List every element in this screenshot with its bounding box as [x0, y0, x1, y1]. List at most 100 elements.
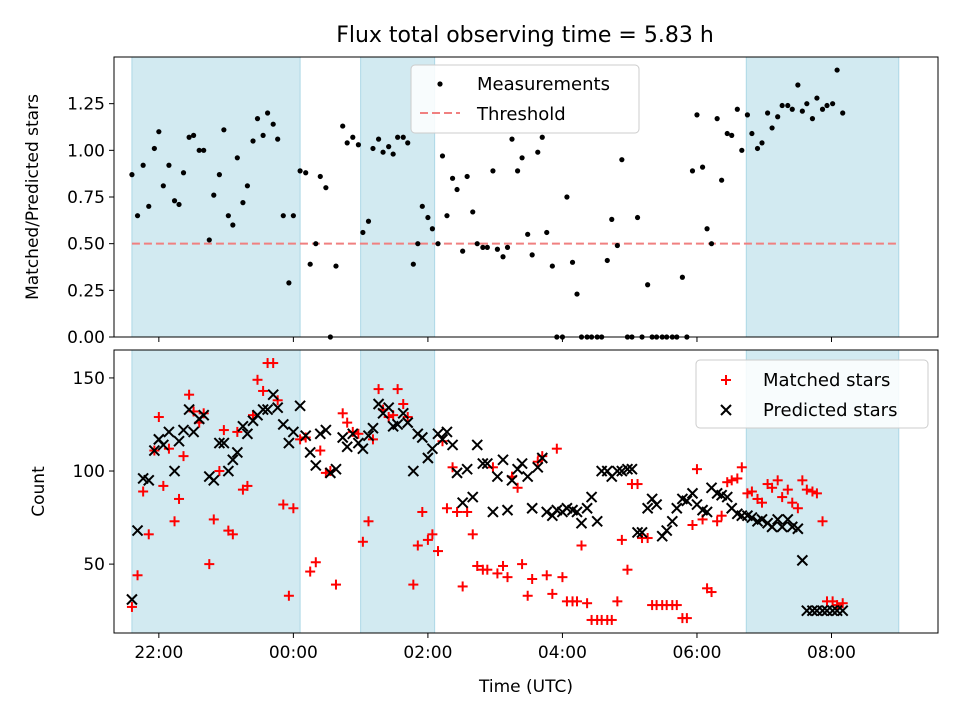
- matched-point: [315, 445, 326, 456]
- predicted-point: [806, 604, 819, 617]
- matched-point: [242, 480, 253, 491]
- measurement-point: [280, 213, 286, 219]
- predicted-point: [187, 426, 200, 438]
- measurement-point: [230, 222, 236, 228]
- predicted-point: [422, 452, 434, 464]
- predicted-point: [299, 429, 312, 442]
- matched-point: [712, 516, 723, 527]
- matched-point: [143, 529, 154, 540]
- matched-point: [807, 486, 818, 497]
- measurement-point: [375, 136, 382, 142]
- matched-point: [787, 497, 798, 508]
- predicted-point: [681, 495, 693, 507]
- matched-point: [132, 570, 143, 581]
- matched-point: [732, 473, 743, 484]
- matched-point: [541, 570, 552, 581]
- measurement-point: [134, 213, 141, 219]
- predicted-point: [671, 502, 683, 514]
- matched-point: [174, 493, 185, 504]
- measurement-point: [834, 67, 840, 73]
- matched-point: [777, 492, 788, 503]
- predicted-point: [650, 498, 663, 511]
- measurement-point: [814, 95, 820, 101]
- measurement-point: [290, 213, 296, 219]
- matched-point: [746, 486, 757, 497]
- measurement-point: [739, 147, 745, 153]
- measurement-point: [454, 186, 460, 193]
- matched-point: [353, 428, 364, 439]
- predicted-point: [271, 402, 284, 414]
- predicted-point: [416, 431, 429, 444]
- matched-point: [392, 384, 403, 395]
- measurement-point: [419, 203, 425, 209]
- legend-matched-label: Matched stars: [763, 370, 890, 391]
- measurement-point: [221, 127, 227, 133]
- legend-box: [410, 64, 640, 134]
- measurement-point: [460, 248, 466, 254]
- measurement-point: [539, 134, 545, 140]
- predicted-point: [163, 426, 175, 438]
- predicted-point: [391, 418, 404, 431]
- measurement-point: [225, 213, 231, 219]
- matched-point: [492, 568, 503, 579]
- measurement-points: [129, 67, 846, 340]
- measurement-point: [604, 257, 610, 264]
- measurement-point: [480, 244, 486, 250]
- measurement-point: [333, 263, 339, 269]
- measurement-point: [619, 157, 625, 163]
- matched-point: [227, 529, 238, 540]
- legend-matched-marker: [721, 375, 731, 385]
- measurement-point: [729, 132, 735, 138]
- matched-point: [457, 581, 468, 592]
- predicted-point: [357, 442, 369, 455]
- matched-point: [163, 443, 174, 454]
- predicted-point: [796, 554, 809, 567]
- predicted-point: [148, 444, 161, 457]
- predicted-point: [126, 593, 138, 606]
- matched-point: [300, 432, 311, 443]
- predicted-point: [218, 437, 230, 449]
- measurement-point: [264, 110, 271, 116]
- predicted-point: [367, 422, 379, 434]
- matched-point: [295, 434, 306, 445]
- measurement-point: [415, 241, 421, 247]
- matched-point: [330, 579, 341, 590]
- bottom-y-ticks: 50 100 150: [73, 369, 114, 575]
- measurement-point: [297, 168, 303, 174]
- measurement-point: [519, 155, 525, 161]
- matched-point: [517, 559, 528, 570]
- matched-point: [498, 560, 509, 571]
- predicted-point: [362, 429, 375, 442]
- predicted-point: [591, 515, 603, 527]
- predicted-point: [131, 524, 144, 537]
- matched-point: [801, 484, 812, 495]
- measurement-point: [151, 145, 157, 152]
- predicted-point: [471, 439, 483, 451]
- predicted-point: [294, 400, 306, 412]
- measurement-point: [380, 149, 386, 155]
- legend-threshold-label: Threshold: [476, 104, 566, 125]
- matched-point: [268, 358, 279, 369]
- measurement-point: [439, 153, 446, 159]
- matched-point: [772, 475, 783, 486]
- x-tick-label: 06:00: [672, 643, 721, 663]
- measurement-point: [764, 110, 771, 116]
- measurement-point: [240, 200, 246, 206]
- matched-point: [252, 374, 263, 385]
- measurement-point: [201, 147, 207, 153]
- measurement-point: [500, 254, 506, 260]
- measurement-point: [569, 259, 576, 265]
- legend-measurements-label: Measurements: [477, 74, 610, 95]
- matched-point: [337, 408, 348, 419]
- measurement-point: [759, 140, 765, 146]
- matched-point: [447, 462, 458, 473]
- measurement-point: [724, 130, 730, 137]
- matched-point: [373, 384, 384, 395]
- matched-point: [722, 477, 733, 488]
- measurement-point: [260, 132, 266, 138]
- matched-point: [837, 598, 848, 609]
- predicted-point: [660, 524, 673, 537]
- predicted-point: [330, 463, 342, 475]
